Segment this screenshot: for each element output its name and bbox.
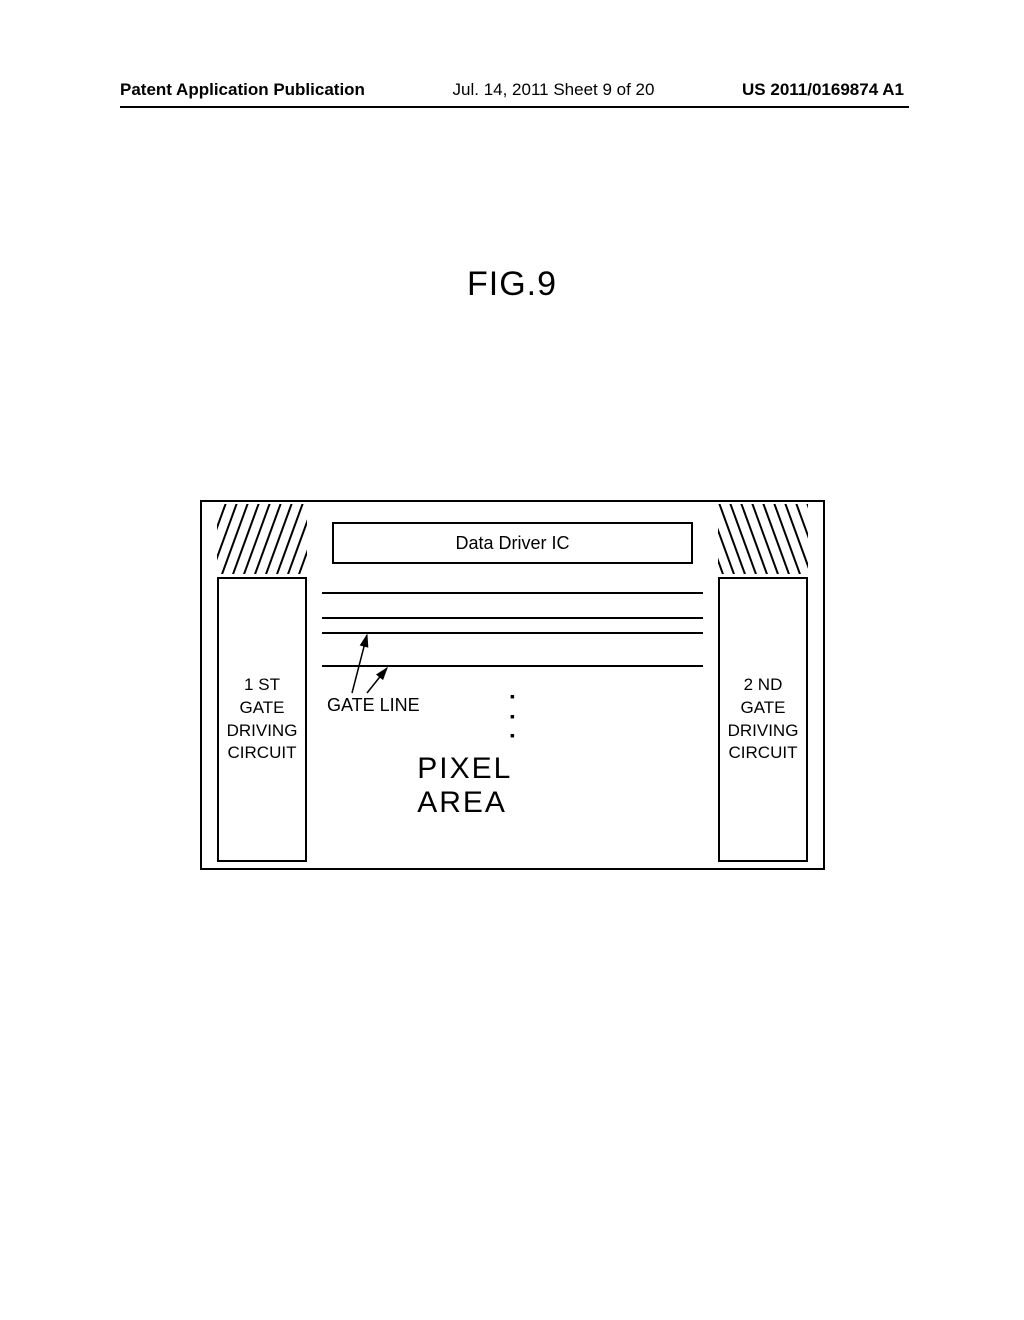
gate-line-label: GATE LINE <box>327 695 420 716</box>
data-driver-ic-box: Data Driver IC <box>332 522 693 564</box>
ellipsis-dots: ▪▪▪ <box>510 687 515 746</box>
pixel-area-zone: GATE LINE ▪▪▪ PIXEL AREA <box>322 577 703 858</box>
gate-line <box>322 592 703 594</box>
header-left: Patent Application Publication <box>120 80 365 100</box>
gate-line <box>322 665 703 667</box>
header-rule <box>120 106 909 108</box>
hatch-right <box>718 504 808 574</box>
pixel-area-label: PIXEL AREA <box>417 752 608 820</box>
figure-title: FIG.9 <box>0 265 1024 304</box>
gate-left-label: 1 ST GATE DRIVING CIRCUIT <box>227 674 298 766</box>
gate-line <box>322 632 703 634</box>
data-driver-label: Data Driver IC <box>455 533 569 554</box>
header-right: US 2011/0169874 A1 <box>742 80 904 100</box>
diagram-outer-box: Data Driver IC 1 ST GATE DRIVING CIRCUIT… <box>200 500 825 870</box>
gate-driving-circuit-2: 2 ND GATE DRIVING CIRCUIT <box>718 577 808 862</box>
page-header: Patent Application Publication Jul. 14, … <box>0 80 1024 100</box>
gate-driving-circuit-1: 1 ST GATE DRIVING CIRCUIT <box>217 577 307 862</box>
hatch-left <box>217 504 307 574</box>
gate-right-label: 2 ND GATE DRIVING CIRCUIT <box>728 674 799 766</box>
header-center: Jul. 14, 2011 Sheet 9 of 20 <box>453 80 655 100</box>
gate-line <box>322 617 703 619</box>
